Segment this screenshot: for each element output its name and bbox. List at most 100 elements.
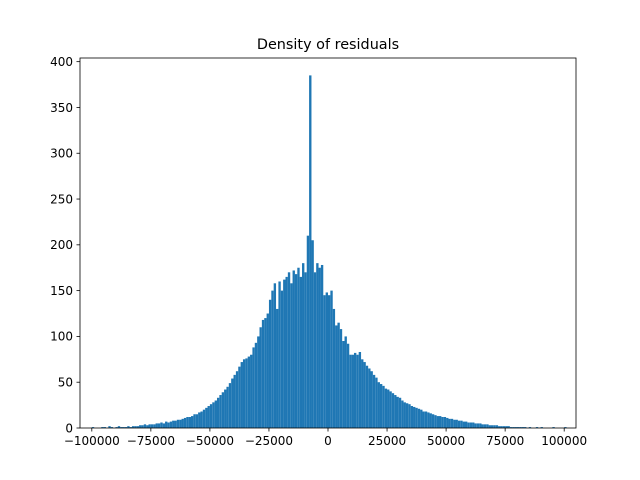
histogram-bar — [101, 427, 104, 428]
histogram-bar — [493, 425, 496, 428]
histogram-bar — [564, 427, 567, 428]
histogram-bar — [316, 263, 319, 428]
histogram-bar — [313, 272, 317, 428]
histogram-bar — [379, 384, 383, 428]
histogram-bar — [467, 422, 470, 428]
histogram-bar — [150, 424, 154, 428]
histogram-bar — [552, 427, 555, 428]
histogram-bar — [469, 422, 473, 428]
histogram-bar — [479, 423, 482, 428]
histogram-bar — [287, 272, 291, 428]
histogram-bar — [320, 264, 324, 428]
histogram-bar — [498, 426, 501, 428]
histogram-bar — [292, 270, 295, 428]
histogram-bar — [304, 272, 307, 428]
histogram-bar — [401, 400, 404, 428]
histogram-bar — [353, 352, 357, 428]
histogram-bar — [162, 423, 166, 428]
histogram-bar — [219, 395, 222, 428]
histogram-bar — [507, 426, 510, 428]
histogram-bar — [214, 400, 217, 428]
histogram-bar — [157, 423, 161, 428]
x-tick-label: 25000 — [368, 434, 406, 448]
histogram-bar — [285, 276, 288, 428]
histogram-bar — [165, 421, 168, 428]
histogram-bar — [325, 292, 328, 428]
histogram-bar — [297, 267, 300, 428]
histogram-bar — [361, 359, 364, 428]
histogram-bar — [453, 419, 456, 428]
histogram-bar — [448, 418, 451, 428]
x-axis: −100000 −75000 −50000 −25000 0 25000 50000 7500… — [64, 428, 587, 448]
histogram-bar — [524, 427, 527, 428]
histogram-bar — [394, 395, 397, 428]
histogram-bar — [242, 359, 246, 428]
y-axis: 0 50 100 150 200 250 300 350 400 — [50, 55, 80, 435]
histogram-bars — [91, 75, 567, 429]
histogram-bar — [500, 426, 503, 428]
histogram-bar — [460, 420, 463, 428]
histogram-bar — [382, 385, 385, 428]
histogram-bar — [186, 417, 189, 428]
histogram-bar — [349, 354, 352, 428]
histogram-bar — [306, 235, 310, 428]
histogram-bar — [268, 299, 272, 428]
histogram-bar — [216, 397, 220, 428]
y-tick-label: 250 — [50, 192, 73, 206]
histogram-bar — [250, 354, 253, 428]
histogram-bar — [245, 358, 248, 428]
histogram-bar — [389, 391, 392, 428]
x-tick-label: −25000 — [245, 434, 293, 448]
histogram-bar — [356, 354, 359, 428]
histogram-bar — [261, 319, 265, 428]
histogram-bar — [535, 427, 539, 428]
histogram-bar — [131, 426, 135, 428]
histogram-bar — [415, 407, 418, 428]
histogram-bar — [509, 427, 513, 428]
histogram-bar — [141, 425, 144, 428]
histogram-bar — [446, 417, 449, 428]
histogram-bar — [358, 351, 362, 428]
histogram-bar — [450, 418, 454, 428]
histogram-bar — [202, 409, 206, 428]
histogram-bar — [191, 416, 194, 428]
histogram-bar — [436, 416, 440, 428]
histogram-bar — [271, 290, 274, 428]
histogram-bar — [332, 308, 336, 428]
histogram-bar — [540, 427, 543, 428]
histogram-bar — [323, 295, 326, 428]
histogram-bar — [254, 342, 258, 428]
histogram-bar — [302, 263, 305, 428]
histogram-bar — [420, 409, 423, 428]
histogram-bar — [384, 388, 388, 428]
histogram-bar — [209, 404, 213, 428]
histogram-bar — [346, 343, 350, 428]
histogram-bar — [372, 374, 376, 428]
histogram-bar — [488, 425, 491, 428]
histogram-bar — [235, 371, 239, 428]
histogram-bar — [110, 427, 114, 428]
histogram-bar — [276, 308, 279, 428]
histogram-bar — [240, 362, 243, 428]
histogram-bar — [330, 290, 333, 428]
histogram-bar — [377, 382, 380, 428]
histogram-bar — [408, 404, 411, 428]
histogram-bar — [273, 283, 277, 428]
histogram-bar — [124, 427, 128, 428]
y-tick-label: 300 — [50, 147, 73, 161]
y-tick-label: 150 — [50, 284, 73, 298]
histogram-bar — [231, 378, 234, 428]
histogram-bar — [337, 322, 340, 428]
histogram-bar — [169, 421, 173, 428]
histogram-bar — [136, 426, 140, 428]
x-tick-label: −75000 — [127, 434, 175, 448]
histogram-bar — [528, 427, 532, 428]
histogram-bar — [228, 383, 232, 428]
histogram-bar — [365, 365, 369, 428]
histogram-bar — [339, 329, 343, 428]
histogram-bar — [172, 420, 175, 428]
histogram-bar — [207, 406, 210, 428]
histogram-bar — [427, 412, 430, 428]
histogram-bar — [221, 392, 225, 428]
histogram-bar — [108, 426, 111, 428]
